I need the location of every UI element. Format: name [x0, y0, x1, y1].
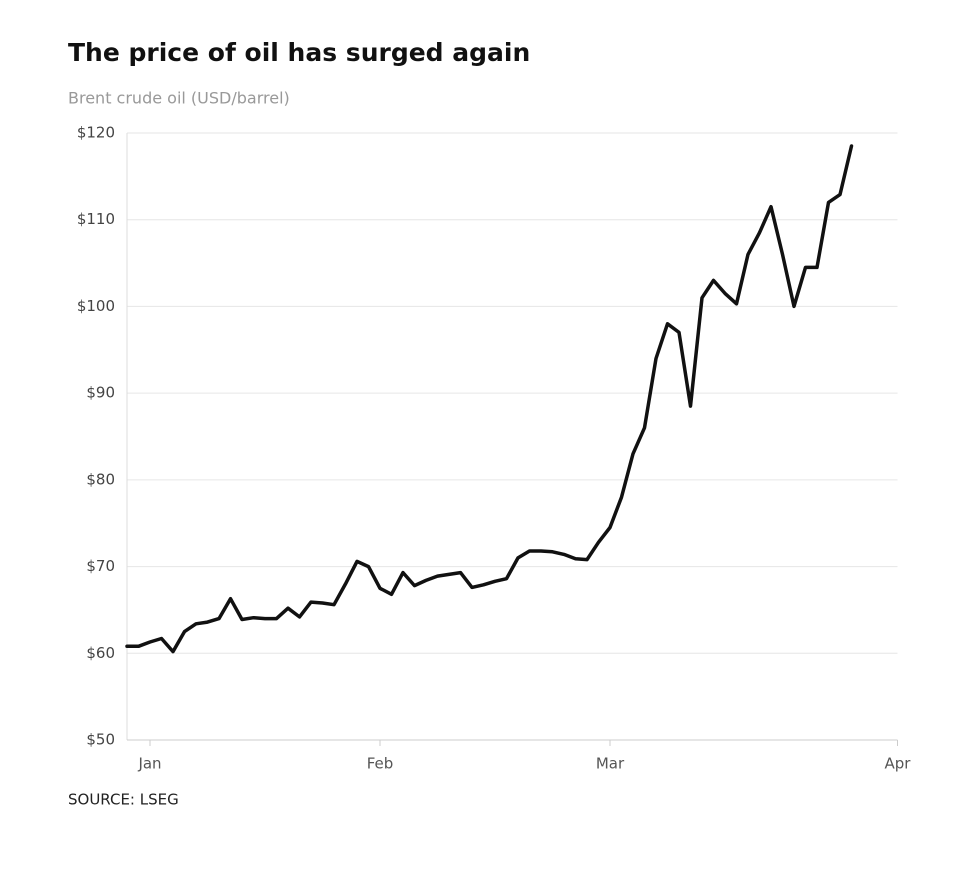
y-tick-label: $90: [86, 384, 115, 402]
y-tick-label: $50: [86, 731, 115, 749]
chart-title: The price of oil has surged again: [68, 38, 530, 67]
y-tick-label: $80: [86, 470, 115, 488]
y-tick-label: $60: [86, 644, 115, 662]
x-tick-label: Apr: [885, 755, 912, 773]
x-tick-label: Feb: [367, 755, 394, 773]
x-tick-label: Mar: [596, 755, 625, 773]
y-tick-label: $70: [86, 557, 115, 575]
x-tick-label: Jan: [137, 755, 161, 773]
y-tick-label: $100: [77, 297, 115, 315]
y-tick-label: $110: [77, 210, 115, 228]
price-line: [125, 144, 854, 654]
source: SOURCE: LSEG: [68, 791, 179, 809]
y-tick-label: $120: [77, 124, 115, 142]
chart-subtitle: Brent crude oil (USD/barrel): [68, 89, 290, 108]
